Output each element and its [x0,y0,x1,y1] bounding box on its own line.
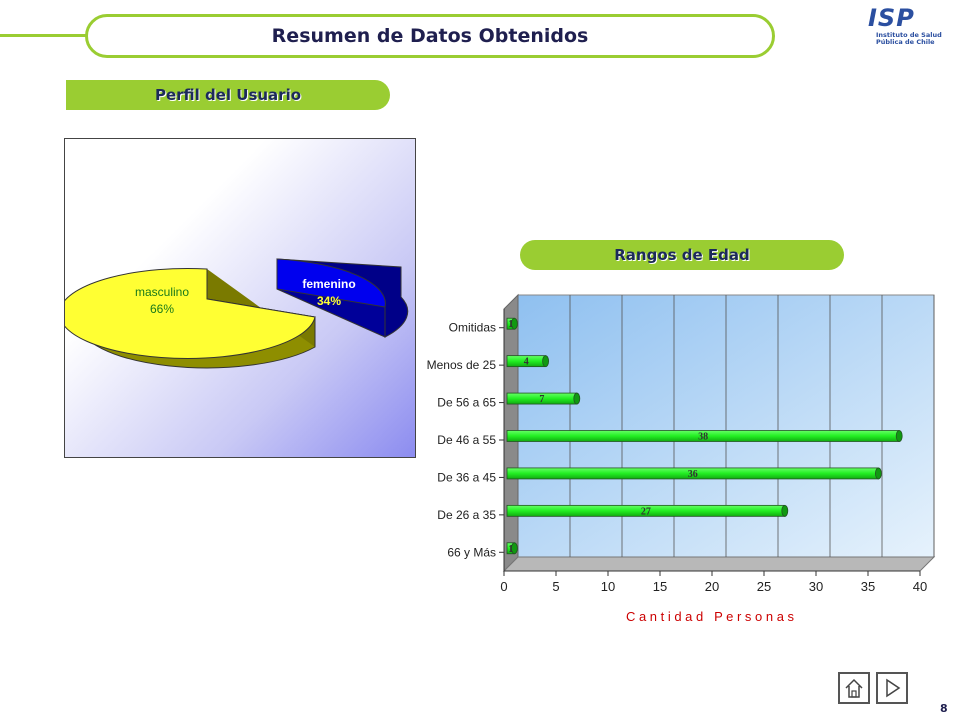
bar-x-tick-label: 30 [809,579,823,594]
logo-text: ISP [868,4,915,32]
logo-sub-1: Instituto de Salud [876,31,942,39]
bar-data-label: 27 [641,506,651,517]
bar-mark-cap [511,542,518,555]
bar-mark-cap [895,430,903,442]
bar-x-tick-label: 20 [705,579,719,594]
home-button[interactable] [838,672,870,704]
pie-section-pill: Perfil del Usuario [66,80,390,110]
bar-x-tick-label: 0 [500,579,507,594]
pie-slice-femenino [276,258,409,338]
title-banner: Resumen de Datos Obtenidos [85,14,775,58]
bar-x-axis-label: C a n t i d a d P e r s o n a s [626,609,795,624]
bar-x-tick-label: 35 [861,579,875,594]
logo-sub-2: Pública de Chile [876,38,935,46]
bar-plot-area: 0 5 10 15 20 25 30 35 40 1 Omitidas 4 Menos de 25 7 De… [427,293,936,594]
masculino-label-bg [120,281,200,319]
bar-section-title: Rangos de Edad [614,246,750,264]
isp-logo: ISP Instituto de Salud Pública de Chile [868,4,948,50]
pie-label-masculino: masculino [135,285,189,299]
bar-mark-cap [781,504,789,517]
pie-label-femenino: femenino [302,277,355,291]
bar-category-label: De 36 a 45 [437,470,496,484]
bar-x-tick-label: 5 [552,579,559,594]
bar-floor [502,556,936,572]
bar-category-label: De 26 a 35 [437,508,496,522]
pie-chart: masculino 66% femenino 34% [58,258,409,369]
bar-data-label: 38 [698,432,708,443]
page-title: Resumen de Datos Obtenidos [271,25,589,47]
pie-chart-frame: masculino 66% femenino 34% [58,138,416,458]
bar-category-label: De 46 a 55 [437,433,496,447]
page-number: 8 [940,702,948,715]
pie-value-masculino: 66% [150,302,174,316]
bar-mark-cap [511,317,518,330]
bar-category-label: Omitidas [449,321,496,335]
bar-mark-cap [874,467,882,480]
bar-category-label: Menos de 25 [427,358,497,372]
bar-data-label: 4 [524,357,529,368]
bar-x-tick-label: 10 [601,579,615,594]
bar-x-tick-label: 15 [653,579,667,594]
pie-section-title: Perfil del Usuario [154,86,302,104]
bar-category-label: 66 y Más [447,545,496,559]
bar-mark-cap [542,355,549,368]
bar-chart: 0 5 10 15 20 25 30 35 40 1 Omitidas 4 Menos de 25 7 De… [427,293,936,624]
bar-data-label: 1 [508,319,513,330]
title-decor-line [0,34,90,37]
bar-data-label: 36 [688,469,698,480]
home-icon [845,678,863,698]
bar-mark-cap [573,392,581,405]
bar-x-tick-label: 25 [757,579,771,594]
next-button[interactable] [876,672,908,704]
bar-data-label: 1 [508,544,513,555]
bar-data-label: 7 [539,394,544,405]
bar-category-label: De 56 a 65 [437,396,496,410]
bar-x-tick-label: 40 [913,579,927,594]
next-triangle-icon [886,678,901,698]
pie-value-femenino: 34% [317,294,341,308]
bar-section-pill: Rangos de Edad [520,240,844,270]
